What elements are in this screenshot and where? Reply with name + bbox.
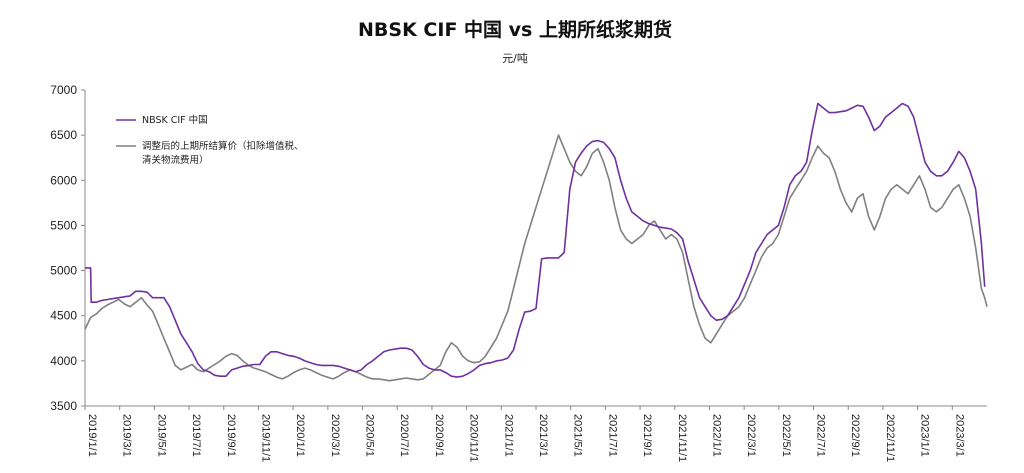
x-tick-label: 2020/11/1 xyxy=(468,414,480,462)
x-tick-label: 2020/9/1 xyxy=(433,414,445,457)
y-axis: 3500 4000 4500 5000 5500 6000 6500 7000 xyxy=(50,83,86,413)
x-tick-label: 2020/3/1 xyxy=(329,414,341,457)
x-tick-label: 2019/9/1 xyxy=(225,414,237,457)
chart-title: NBSK CIF 中国 vs 上期所纸浆期货 xyxy=(358,18,672,41)
legend-label-shfe-line1: 调整后的上期所结算价（扣除增值税、 xyxy=(142,140,304,152)
legend-label-shfe-line2: 清关物流费用） xyxy=(142,154,209,166)
x-tick-label: 2022/3/1 xyxy=(745,414,757,457)
y-tick-label: 6000 xyxy=(50,173,77,187)
y-tick-label: 7000 xyxy=(50,83,77,97)
x-tick-label: 2021/1/1 xyxy=(502,414,514,457)
x-tick-label: 2019/5/1 xyxy=(155,414,167,457)
series-layer xyxy=(84,102,988,382)
y-tick-label: 4000 xyxy=(50,354,77,368)
x-tick-label: 2022/9/1 xyxy=(849,414,861,457)
x-tick-label: 2021/5/1 xyxy=(572,414,584,457)
x-tick-label: 2019/11/1 xyxy=(259,414,271,462)
series-line-shfe xyxy=(84,134,988,382)
x-tick-label: 2023/1/1 xyxy=(919,414,931,457)
unit-label: 元/吨 xyxy=(502,52,528,65)
x-axis: 2019/1/1 2019/3/1 2019/5/1 2019/7/1 2019/9/1… xyxy=(84,405,987,462)
x-tick-label: 2022/5/1 xyxy=(780,414,792,457)
y-tick-label: 4500 xyxy=(50,309,77,323)
x-tick-label: 2021/7/1 xyxy=(606,414,618,457)
y-tick-label: 5000 xyxy=(50,264,77,278)
x-tick-label: 2019/7/1 xyxy=(190,414,202,457)
legend: NBSK CIF 中国 调整后的上期所结算价（扣除增值税、 清关物流费用） xyxy=(116,114,307,166)
x-tick-label: 2021/11/1 xyxy=(676,414,688,462)
x-tick-label: 2022/11/1 xyxy=(884,414,896,462)
x-tick-label: 2019/3/1 xyxy=(121,414,133,457)
legend-label-nbsk: NBSK CIF 中国 xyxy=(142,114,208,126)
x-tick-label: 2022/1/1 xyxy=(710,414,722,457)
x-tick-label: 2023/3/1 xyxy=(953,414,965,457)
x-tick-label: 2019/1/1 xyxy=(86,414,98,457)
x-tick-label: 2020/7/1 xyxy=(398,414,410,457)
x-tick-label: 2020/1/1 xyxy=(294,414,306,457)
x-tick-label: 2020/5/1 xyxy=(364,414,376,457)
y-tick-label: 5500 xyxy=(50,218,77,232)
y-tick-label: 6500 xyxy=(50,128,77,142)
series-line-nbsk xyxy=(85,102,986,378)
x-tick-label: 2022/7/1 xyxy=(815,414,827,457)
x-tick-label: 2021/9/1 xyxy=(641,414,653,457)
legend-label-shfe: 调整后的上期所结算价（扣除增值税、 清关物流费用） xyxy=(142,140,307,166)
x-tick-label: 2021/3/1 xyxy=(537,414,549,457)
y-tick-label: 3500 xyxy=(50,399,77,413)
